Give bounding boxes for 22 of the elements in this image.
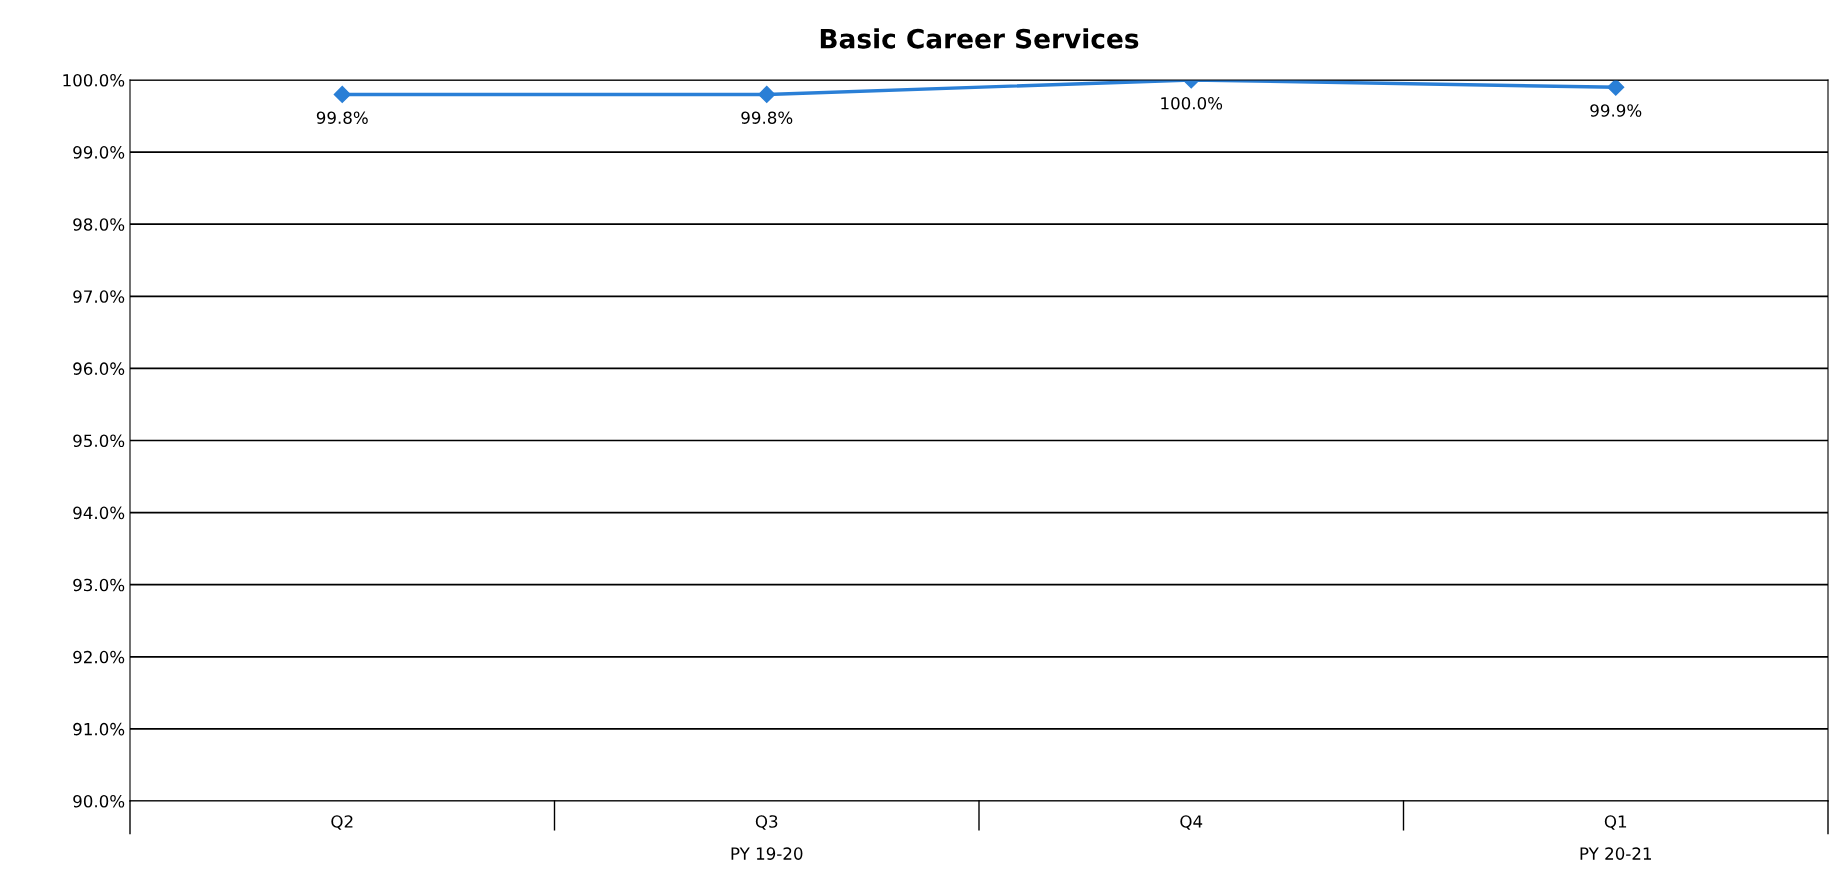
y-tick-label: 93.0% <box>73 578 125 592</box>
y-tick-label: 97.0% <box>73 290 125 303</box>
x-tick-label: Q4 <box>1180 815 1203 830</box>
y-tick-label: 95.0% <box>73 434 125 448</box>
text: 99.9% <box>1590 104 1642 117</box>
x-tick-label: Q3 <box>755 815 778 830</box>
text: PY 19-20 <box>731 847 803 860</box>
chart-title: Basic Career Services <box>820 28 1139 49</box>
y-tick-label: 99.0% <box>73 146 125 159</box>
y-tick-label: 100.0% <box>63 73 125 87</box>
y-tick-label: 96.0% <box>73 362 125 375</box>
x-tick-label: Q2 <box>331 815 353 830</box>
y-tick-label: 94.0% <box>73 506 125 520</box>
text: 99.8% <box>316 111 368 124</box>
x-tick-label: Q1 <box>1604 815 1627 830</box>
y-tick-label: 98.0% <box>73 218 125 231</box>
y-tick-label: 90.0% <box>73 794 125 808</box>
text: PY 20-21 <box>1580 847 1651 860</box>
text: 100.0% <box>1161 96 1223 110</box>
text: 99.8% <box>741 111 793 124</box>
y-tick-label: 92.0% <box>73 650 125 664</box>
y-tick-label: 91.0% <box>73 722 125 736</box>
